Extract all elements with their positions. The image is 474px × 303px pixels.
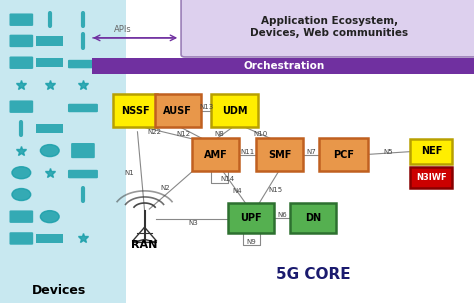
Text: NSSF: NSSF <box>121 105 149 116</box>
Text: 5G CORE: 5G CORE <box>275 267 350 282</box>
FancyBboxPatch shape <box>36 58 63 67</box>
Circle shape <box>12 188 31 201</box>
Text: UDM: UDM <box>222 105 247 116</box>
Text: NEF: NEF <box>420 146 442 157</box>
FancyBboxPatch shape <box>9 100 33 113</box>
FancyBboxPatch shape <box>256 138 303 171</box>
Text: APIs: APIs <box>114 25 132 34</box>
FancyBboxPatch shape <box>68 104 98 112</box>
FancyBboxPatch shape <box>71 143 95 158</box>
Text: N3: N3 <box>189 220 198 226</box>
FancyBboxPatch shape <box>68 60 98 68</box>
FancyBboxPatch shape <box>211 94 258 127</box>
Text: N12: N12 <box>177 131 191 137</box>
FancyBboxPatch shape <box>9 56 33 69</box>
FancyBboxPatch shape <box>319 138 368 171</box>
Text: DN: DN <box>305 213 321 223</box>
FancyBboxPatch shape <box>9 35 33 47</box>
Text: N2: N2 <box>160 185 170 191</box>
Text: N22: N22 <box>147 129 161 135</box>
Text: N11: N11 <box>240 148 255 155</box>
FancyBboxPatch shape <box>192 138 239 171</box>
FancyBboxPatch shape <box>9 210 33 223</box>
FancyBboxPatch shape <box>68 170 98 178</box>
Text: Application Ecosystem,
Devices, Web communities: Application Ecosystem, Devices, Web comm… <box>250 16 409 38</box>
Text: AUSF: AUSF <box>164 105 192 116</box>
Text: N10: N10 <box>254 131 268 137</box>
FancyBboxPatch shape <box>410 167 452 188</box>
Text: N6: N6 <box>278 212 287 218</box>
Text: PCF: PCF <box>333 149 354 160</box>
FancyBboxPatch shape <box>181 0 474 57</box>
FancyBboxPatch shape <box>92 58 474 74</box>
FancyBboxPatch shape <box>410 139 452 164</box>
Text: N4: N4 <box>232 188 242 194</box>
Text: N13: N13 <box>200 104 214 110</box>
Circle shape <box>40 145 59 157</box>
Circle shape <box>12 167 31 179</box>
Circle shape <box>40 211 59 223</box>
FancyBboxPatch shape <box>36 36 63 45</box>
FancyBboxPatch shape <box>113 94 157 127</box>
Text: RAN: RAN <box>131 240 158 250</box>
Text: N7: N7 <box>306 148 316 155</box>
FancyBboxPatch shape <box>228 203 274 233</box>
FancyBboxPatch shape <box>36 124 63 133</box>
Text: N15: N15 <box>269 187 283 193</box>
Text: N9: N9 <box>246 239 256 245</box>
FancyBboxPatch shape <box>36 234 63 243</box>
FancyBboxPatch shape <box>0 0 126 303</box>
Text: Devices: Devices <box>32 285 86 297</box>
Text: N8: N8 <box>214 131 224 137</box>
FancyBboxPatch shape <box>9 13 33 26</box>
Text: N1: N1 <box>124 170 134 176</box>
Text: N14: N14 <box>220 176 235 182</box>
FancyBboxPatch shape <box>9 232 33 245</box>
FancyBboxPatch shape <box>155 94 201 127</box>
Text: UPF: UPF <box>240 213 262 223</box>
Text: Orchestration: Orchestration <box>244 61 325 71</box>
FancyBboxPatch shape <box>290 203 336 233</box>
Text: SMF: SMF <box>268 149 292 160</box>
Text: N5: N5 <box>384 149 393 155</box>
Text: AMF: AMF <box>204 149 228 160</box>
Text: N3IWF: N3IWF <box>416 173 447 182</box>
